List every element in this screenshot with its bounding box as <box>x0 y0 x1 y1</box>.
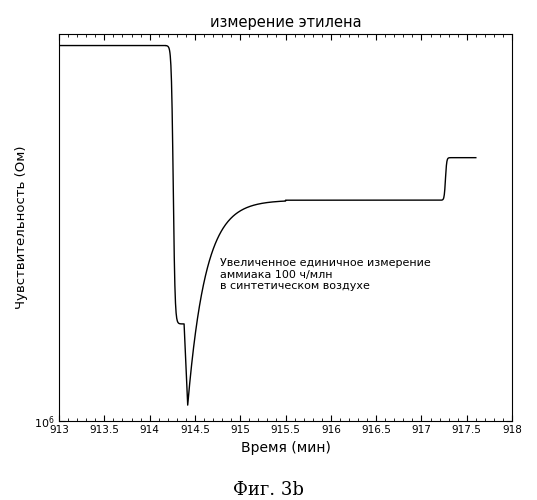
Title: измерение этилена: измерение этилена <box>210 15 361 30</box>
Text: Фиг. 3b: Фиг. 3b <box>233 481 304 499</box>
X-axis label: Время (мин): Время (мин) <box>241 441 330 455</box>
Y-axis label: Чувствительность (Ом): Чувствительность (Ом) <box>15 146 28 309</box>
Text: Увеличенное единичное измерение
аммиака 100 ч/млн
в синтетическом воздухе: Увеличенное единичное измерение аммиака … <box>220 258 431 292</box>
